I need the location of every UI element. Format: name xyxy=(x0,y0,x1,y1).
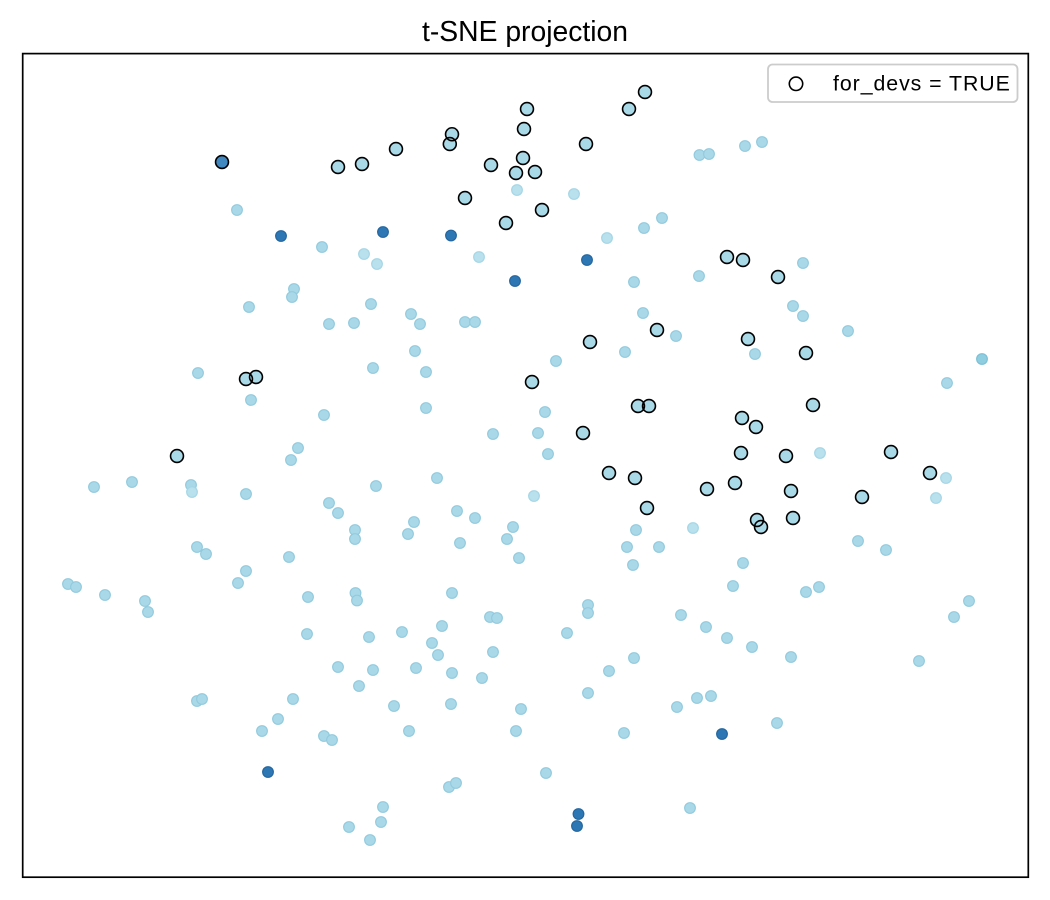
svg-text:t-SNE projection: t-SNE projection xyxy=(422,15,628,47)
svg-text:for_devs = TRUE: for_devs = TRUE xyxy=(833,72,1011,96)
